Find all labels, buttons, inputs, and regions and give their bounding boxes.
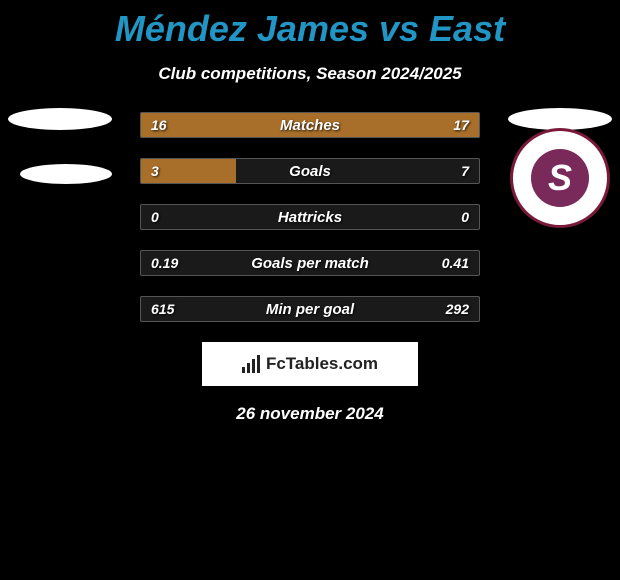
fctables-logo-text: FcTables.com	[266, 354, 378, 374]
stat-row: 615292Min per goal	[140, 296, 480, 322]
subtitle: Club competitions, Season 2024/2025	[0, 64, 620, 84]
right-team-logo: S	[510, 128, 610, 228]
stat-bars: 1617Matches 37Goals 00Hattricks 0.190.41Goa…	[140, 112, 480, 322]
stat-label: Min per goal	[141, 297, 479, 321]
page-title: Méndez James vs East	[0, 0, 620, 50]
stat-label: Goals	[141, 159, 479, 183]
stat-row: 37Goals	[140, 158, 480, 184]
stat-label: Hattricks	[141, 205, 479, 229]
stat-label: Matches	[141, 113, 479, 137]
right-team-logo-letter: S	[531, 149, 589, 207]
left-team-badges	[8, 108, 112, 218]
fctables-logo: FcTables.com	[202, 342, 418, 386]
left-badge-placeholder-1	[8, 108, 112, 130]
stat-row: 00Hattricks	[140, 204, 480, 230]
fctables-logo-icon	[242, 355, 260, 373]
date-label: 26 november 2024	[0, 404, 620, 424]
comparison-content: S 1617Matches 37Goals 00Hattricks 0.190.41G…	[0, 112, 620, 424]
stat-row: 1617Matches	[140, 112, 480, 138]
right-badge-placeholder	[508, 108, 612, 130]
stat-row: 0.190.41Goals per match	[140, 250, 480, 276]
stat-label: Goals per match	[141, 251, 479, 275]
right-team-badges: S	[508, 108, 612, 228]
left-badge-placeholder-2	[20, 164, 112, 184]
